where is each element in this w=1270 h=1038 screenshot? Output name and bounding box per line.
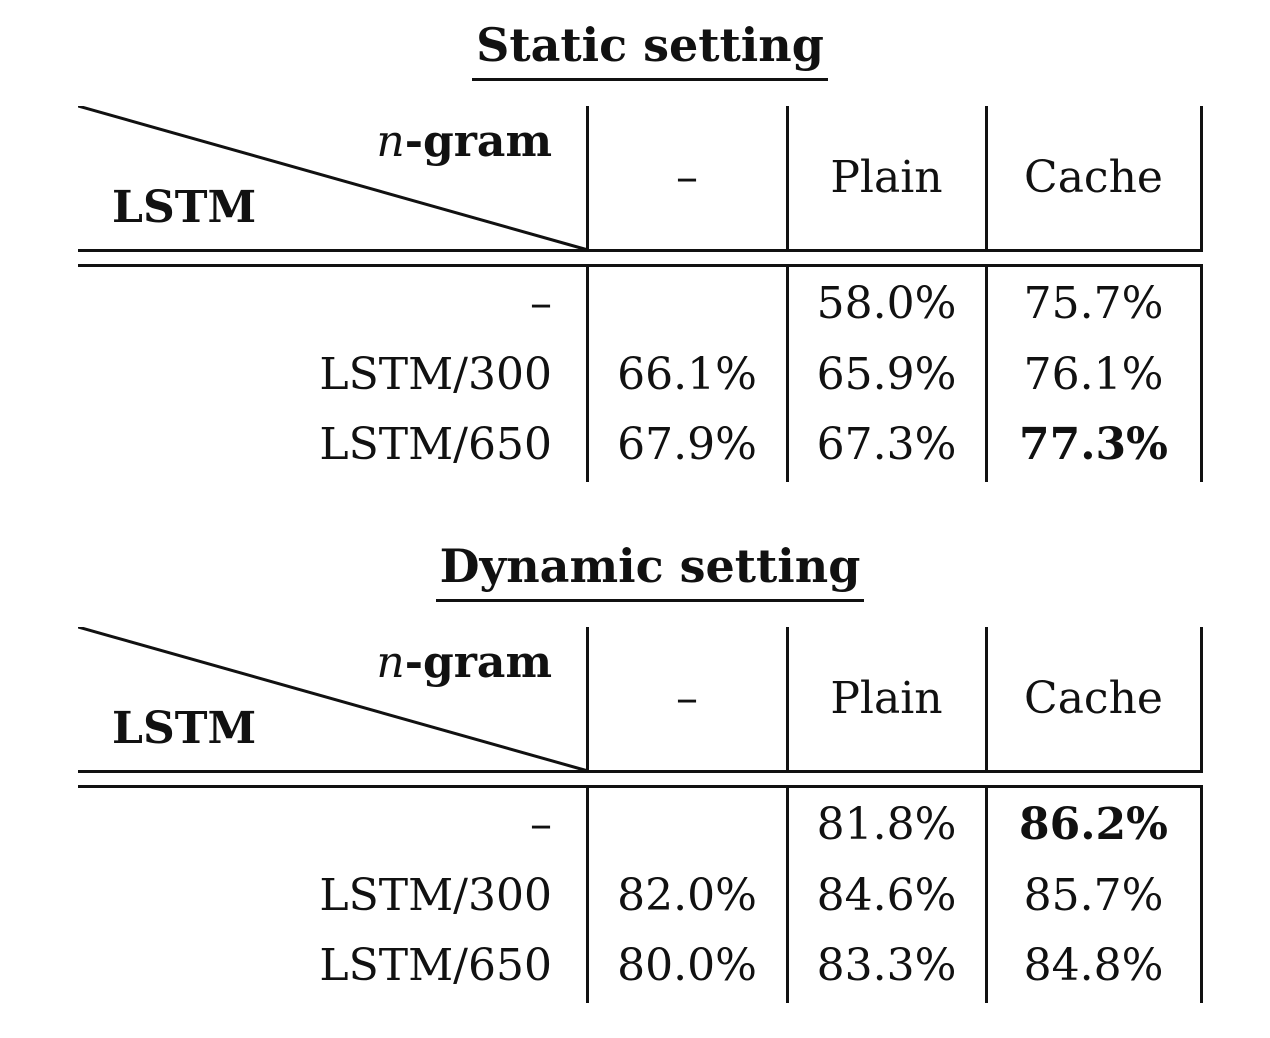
column-divider — [1200, 106, 1203, 250]
table-cell: 85.7% — [1023, 870, 1164, 921]
column-header: – — [676, 673, 698, 724]
column-divider — [786, 264, 789, 482]
row-label: – — [530, 278, 552, 329]
header-ngram-label: n-gram — [376, 116, 552, 167]
column-divider — [1200, 264, 1203, 482]
table-cell: 66.1% — [617, 349, 757, 400]
column-header: – — [676, 152, 698, 203]
diagonal-header-line — [78, 627, 589, 773]
table-cell: 75.7% — [1023, 278, 1164, 329]
header-rule — [78, 264, 1203, 267]
dynamic-setting-title: Dynamic setting — [0, 543, 1270, 602]
header-rule — [78, 770, 1203, 773]
column-divider — [586, 106, 589, 250]
row-label: LSTM/300 — [319, 349, 552, 400]
diagonal-header-line — [78, 106, 589, 252]
column-divider — [786, 627, 789, 771]
column-divider — [586, 627, 589, 771]
row-label: LSTM/300 — [319, 870, 552, 921]
column-divider — [586, 264, 589, 482]
table-cell: 82.0% — [617, 870, 757, 921]
column-divider — [985, 264, 988, 482]
table-cell: 67.9% — [617, 419, 757, 470]
column-divider — [985, 106, 988, 250]
table-cell: 84.6% — [816, 870, 957, 921]
row-label: – — [530, 799, 552, 850]
column-divider — [786, 785, 789, 1003]
column-divider — [1200, 627, 1203, 771]
header-ngram-label: n-gram — [376, 637, 552, 688]
static-setting-title: Static setting — [0, 22, 1270, 81]
table-cell: 83.3% — [816, 940, 957, 991]
table-cell-best: 86.2% — [1019, 799, 1168, 850]
table-cell-best: 77.3% — [1019, 419, 1168, 470]
column-divider — [586, 785, 589, 1003]
column-header: Cache — [1024, 152, 1163, 203]
header-lstm-label: LSTM — [112, 703, 257, 754]
table-cell: 65.9% — [816, 349, 957, 400]
header-rule — [78, 249, 1203, 252]
header-lstm-label: LSTM — [112, 182, 257, 233]
column-divider — [985, 627, 988, 771]
table-cell: 67.3% — [816, 419, 957, 470]
column-divider — [1200, 785, 1203, 1003]
row-label: LSTM/650 — [319, 940, 552, 991]
header-rule — [78, 785, 1203, 788]
table-cell: 80.0% — [617, 940, 757, 991]
table-cell: 84.8% — [1023, 940, 1164, 991]
row-label: LSTM/650 — [319, 419, 552, 470]
column-header: Plain — [830, 673, 943, 724]
table-cell: 58.0% — [816, 278, 957, 329]
table-cell: 81.8% — [816, 799, 957, 850]
static-table: n-gram LSTM – Plain Cache – 58.0% 75.7% … — [78, 106, 1203, 482]
dynamic-table: n-gram LSTM – Plain Cache – 81.8% 86.2% … — [78, 627, 1203, 1003]
column-divider — [786, 106, 789, 250]
column-divider — [985, 785, 988, 1003]
column-header: Plain — [830, 152, 943, 203]
table-cell: 76.1% — [1023, 349, 1164, 400]
column-header: Cache — [1024, 673, 1163, 724]
